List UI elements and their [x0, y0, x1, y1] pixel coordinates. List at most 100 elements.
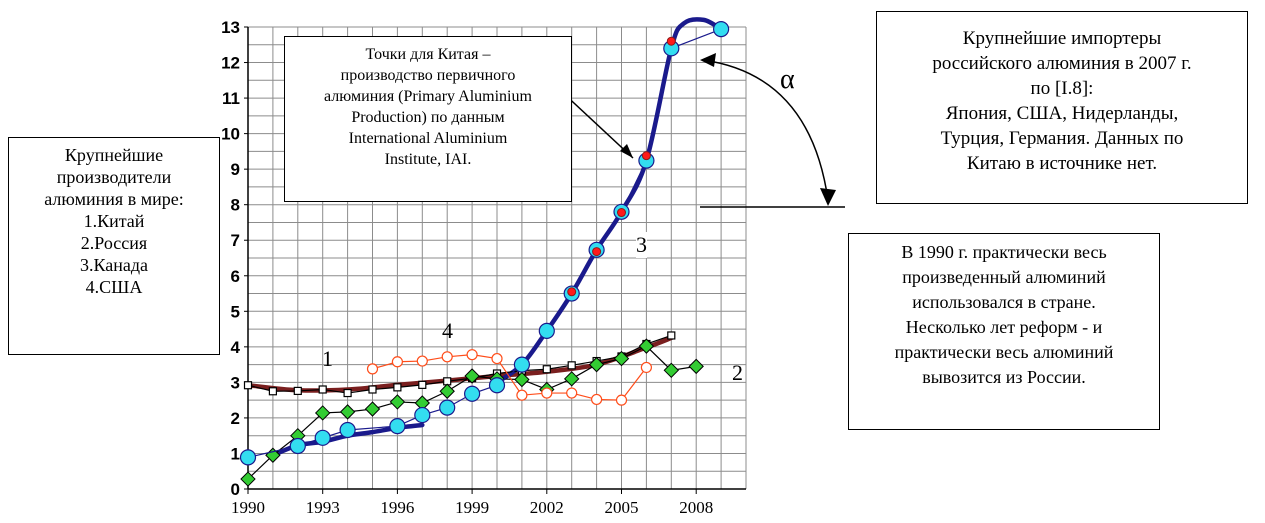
data-point [712, 21, 730, 38]
y-tick-label: 7 [231, 231, 240, 250]
data-point [240, 471, 256, 487]
y-tick-label: 10 [221, 125, 240, 144]
importers-line: Турция, Германия. Данных по [940, 128, 1184, 149]
data-point [663, 362, 680, 379]
data-point [488, 377, 506, 394]
data-point [416, 355, 428, 367]
data-point [538, 322, 555, 339]
producers-line: 4.США [85, 277, 143, 297]
data-point [688, 358, 704, 375]
china-note-line: Institute, IAI. [384, 151, 472, 168]
data-point [638, 338, 655, 354]
reforms-line: Несколько лет реформ - и [905, 317, 1103, 337]
china-note-line: производство первичного [340, 67, 516, 84]
data-point [366, 363, 379, 375]
data-point [339, 404, 356, 420]
x-tick-label: 1990 [231, 498, 265, 517]
data-point [464, 385, 481, 402]
x-tick-label: 1996 [380, 498, 414, 517]
y-tick-label: 9 [231, 160, 240, 179]
data-point [391, 356, 403, 368]
series-china-primary [567, 36, 676, 297]
data-point [243, 381, 253, 390]
x-tick-label: 2005 [605, 498, 639, 517]
china-note-line: Точки для Китая – [365, 46, 491, 63]
alpha-arc-head-bottom [820, 188, 836, 206]
y-tick-label: 8 [231, 196, 240, 215]
y-tick-label: 0 [231, 480, 240, 499]
y-tick-label: 11 [222, 89, 240, 108]
importers-line: Крупнейшие импортеры [962, 28, 1162, 49]
series-4 [366, 349, 653, 406]
data-point [368, 385, 377, 394]
importers-line: Япония, США, Нидерланды, [945, 103, 1179, 124]
data-point [592, 247, 602, 257]
data-point [613, 350, 630, 367]
importers-line: Китаю в источнике нет. [966, 153, 1158, 174]
data-point [567, 287, 577, 297]
data-point [389, 394, 406, 410]
series-line [247, 334, 672, 394]
importers-line: по [I.8]: [1030, 78, 1094, 99]
y-tick-label: 3 [231, 373, 240, 392]
china-note-line: Production) по данным [351, 109, 505, 126]
producers-line: 3.Канада [79, 255, 149, 275]
data-point [566, 387, 578, 399]
data-point [641, 151, 651, 161]
data-point [239, 449, 257, 466]
data-point [667, 331, 676, 340]
reforms-line: использовался в стране. [912, 292, 1096, 312]
data-point [542, 365, 551, 374]
data-point [364, 401, 381, 417]
reforms-line: практически весь алюминий [894, 342, 1114, 362]
series-label-3: 3 [636, 232, 647, 258]
reforms-box: В 1990 г. практически весь произведенный… [848, 233, 1160, 430]
data-point [617, 208, 626, 218]
data-point [563, 371, 580, 387]
data-point [339, 421, 356, 439]
producers-line: 1.Китай [83, 211, 145, 231]
reforms-line: произведенный алюминий [902, 267, 1106, 287]
china-note-line: International Aluminium [348, 130, 508, 147]
y-tick-label: 2 [231, 409, 240, 428]
producers-line: производители [56, 167, 172, 187]
data-point [441, 351, 453, 363]
x-tick-label: 2008 [679, 498, 713, 517]
data-point [343, 388, 352, 398]
producers-line: 2.Россия [80, 233, 148, 253]
alpha-arc [702, 59, 829, 201]
series-label-2: 2 [732, 360, 743, 385]
data-point [314, 429, 331, 446]
data-point [514, 371, 530, 388]
y-tick-label: 4 [231, 338, 241, 357]
alpha-label: α [780, 64, 795, 95]
data-point [666, 36, 676, 46]
x-tick-label: 1999 [455, 498, 489, 517]
china-note-arrow [559, 89, 634, 159]
y-tick-label: 1 [231, 444, 240, 463]
data-point [567, 361, 576, 370]
data-point [314, 405, 331, 421]
producers-line: Крупнейшие [64, 145, 164, 165]
data-point [439, 399, 456, 416]
data-point [541, 387, 553, 399]
reforms-line: вывозится из России. [922, 367, 1086, 387]
producers-line: алюминия в мире: [44, 189, 184, 209]
china-note-box: Точки для Китая – производство первичног… [284, 36, 572, 202]
data-point [491, 352, 503, 365]
y-tick-label: 13 [221, 18, 240, 37]
y-tick-label: 6 [231, 267, 240, 286]
series-label-1: 1 [322, 346, 333, 371]
data-point [293, 386, 302, 396]
data-point [439, 383, 455, 399]
data-point [268, 387, 277, 396]
x-tick-label: 1993 [306, 498, 340, 517]
data-point [588, 356, 605, 373]
y-tick-label: 12 [221, 54, 240, 73]
y-tick-label: 5 [231, 302, 240, 321]
data-point [418, 380, 427, 389]
data-point [389, 417, 406, 435]
alpha-arc-head-top [700, 53, 716, 67]
data-point [289, 437, 306, 455]
